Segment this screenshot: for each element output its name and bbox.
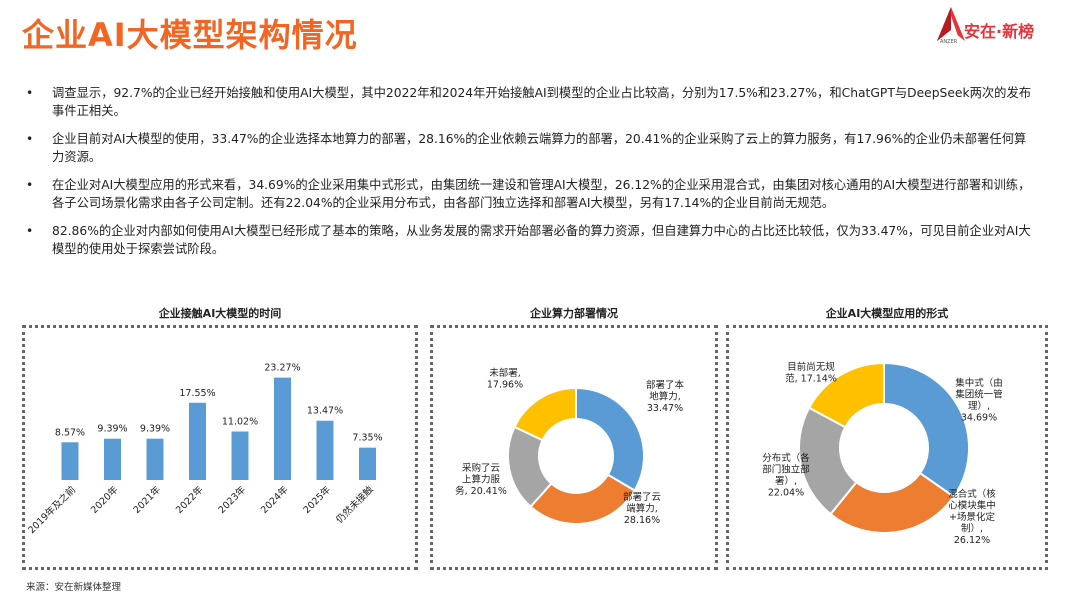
bar <box>316 420 334 480</box>
bar <box>231 431 249 480</box>
donut-chart-2-title: 企业AI大模型应用的形式 <box>825 307 949 320</box>
bar <box>359 447 376 480</box>
brand-logo: 安在·新榜 ANZER <box>936 6 1066 48</box>
bar-value-label: 8.57% <box>55 427 85 438</box>
slice-label: 采购了云上算力服务, 20.41% <box>455 462 507 497</box>
donut-slice <box>807 361 885 429</box>
donut-slice <box>883 361 970 499</box>
category-tick-label: 2023年 <box>216 483 249 516</box>
bullet-item: • 82.86%的企业对内部如何使用AI大模型已经形成了基本的策略，从业务发展的… <box>26 222 1038 258</box>
category-tick-label: 2025年 <box>301 483 334 516</box>
donut-slice <box>529 473 636 525</box>
bar-chart: 8.57% 2019年及之前 9.39% 2020年 9.39% 2021年 17.55% 2… <box>26 363 383 536</box>
donut-chart-compute: 部署了本地算力, 33.47% 部署了云端算力, 28.16% 采购了云上算力服务, 2… <box>455 367 685 526</box>
bar-value-label: 9.39% <box>140 424 170 435</box>
bullet-list: • 调查显示，92.7%的企业已经开始接触和使用AI大模型，其中2022年和20… <box>26 84 1038 268</box>
donut-slice <box>575 386 645 492</box>
donut-chart-2-panel: 集中式（由集团统一管理）, 34.69% 混合式（核心模块集中+场景化定制）, 26.… <box>726 325 1048 570</box>
slice-label: 分布式（各部门独立部署）, 22.04% <box>762 452 810 499</box>
bullet-dot-icon: • <box>26 224 34 238</box>
category-tick-label: 2024年 <box>258 483 291 516</box>
category-tick-label: 仍然未接触 <box>334 483 376 525</box>
bullet-text: 调查显示，92.7%的企业已经开始接触和使用AI大模型，其中2022年和2024… <box>52 86 1032 118</box>
slice-label: 部署了云端算力, 28.16% <box>623 491 661 526</box>
donut-slice <box>829 471 956 534</box>
page-title: 企业AI大模型架构情况 <box>22 16 358 54</box>
bullet-item: • 在企业对AI大模型应用的形式来看，34.69%的企业采用集中式形式，由集团统… <box>26 176 1038 212</box>
bar <box>146 438 164 480</box>
bar-value-label: 23.27% <box>264 363 300 374</box>
logo-subtext: ANZER <box>940 39 958 45</box>
bar <box>189 402 206 480</box>
bullet-dot-icon: • <box>26 178 34 192</box>
category-tick-label: 2021年 <box>131 483 164 516</box>
donut-chart-1-panel: 部署了本地算力, 33.47% 部署了云端算力, 28.16% 采购了云上算力服务, 2… <box>430 325 718 570</box>
bullet-item: • 调查显示，92.7%的企业已经开始接触和使用AI大模型，其中2022年和20… <box>26 84 1038 120</box>
slice-label: 集中式（由集团统一管理）, 34.69% <box>955 377 1003 424</box>
slice-label: 目前尚无规范, 17.14% <box>785 361 837 385</box>
bar-chart-title: 企业接触AI大模型的时间 <box>158 307 282 320</box>
bar <box>104 438 121 480</box>
bullet-text: 企业目前对AI大模型的使用，33.47%的企业选择本地算力的部署，28.16%的… <box>52 132 1027 164</box>
bullet-text: 82.86%的企业对内部如何使用AI大模型已经形成了基本的策略，从业务发展的需求… <box>52 224 1031 256</box>
bar-value-label: 9.39% <box>97 424 127 435</box>
logo-text: 安在·新榜 <box>964 22 1035 41</box>
donut-chart-usage-form: 集中式（由集团统一管理）, 34.69% 混合式（核心模块集中+场景化定制）, 26.… <box>762 361 1003 546</box>
category-tick-label: 2022年 <box>173 483 206 516</box>
source-note: 来源：安在新媒体整理 <box>26 582 122 593</box>
category-tick-label: 2019年及之前 <box>26 484 78 536</box>
anzer-logo-icon <box>937 7 965 41</box>
bullet-dot-icon: • <box>26 86 34 100</box>
bar <box>274 377 291 480</box>
slice-label: 未部署, 17.96% <box>487 367 523 391</box>
donut-chart-1-title: 企业算力部署情况 <box>530 307 618 320</box>
bar-value-label: 13.47% <box>307 406 343 417</box>
donut-slice <box>513 386 577 442</box>
bullet-dot-icon: • <box>26 132 34 146</box>
bar-value-label: 17.55% <box>179 388 215 399</box>
bar-chart-panel: 8.57% 2019年及之前 9.39% 2020年 9.39% 2021年 17.55% 2… <box>22 325 418 570</box>
bar <box>61 442 79 480</box>
slice-label: 部署了本地算力, 33.47% <box>646 379 685 414</box>
bar-value-label: 11.02% <box>222 417 258 428</box>
bullet-item: • 企业目前对AI大模型的使用，33.47%的企业选择本地算力的部署，28.16… <box>26 130 1038 166</box>
bar-value-label: 7.35% <box>352 433 382 444</box>
bullet-text: 在企业对AI大模型应用的形式来看，34.69%的企业采用集中式形式，由集团统一建… <box>52 178 1031 210</box>
slice-label: 混合式（核心模块集中+场景化定制）, 26.12% <box>948 488 996 546</box>
category-tick-label: 2020年 <box>88 483 121 516</box>
